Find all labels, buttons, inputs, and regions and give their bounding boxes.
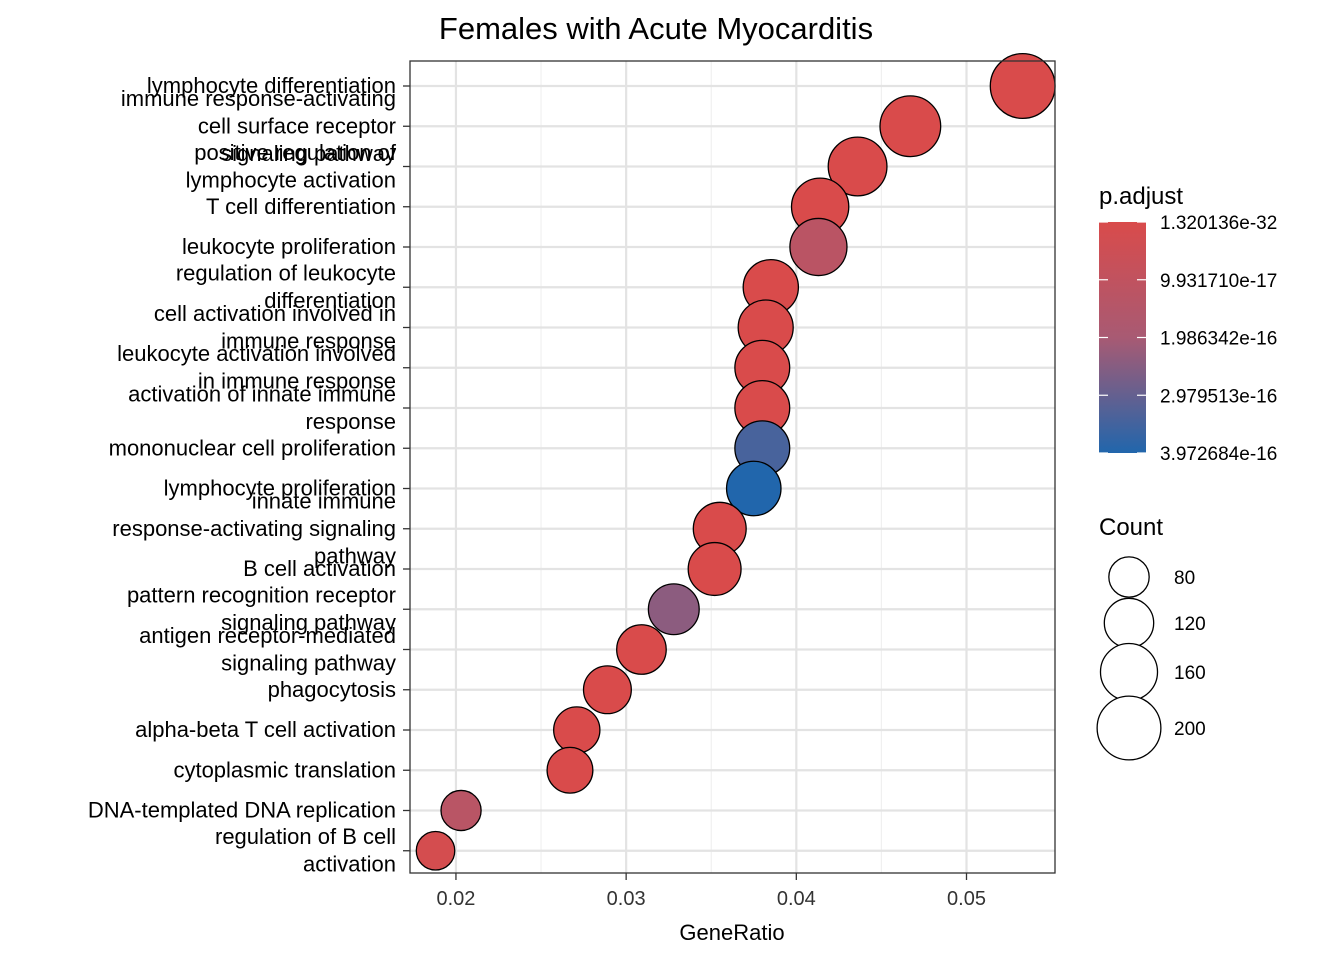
- y-tick-label: antigen receptor-mediated signaling pathw…: [139, 623, 396, 676]
- color-bar-label: 9.931710e-17: [1160, 271, 1277, 292]
- data-point: [553, 706, 601, 754]
- y-tick-label: pattern recognition receptor signaling pa…: [127, 583, 396, 636]
- color-bar-label: 2.979513e-16: [1160, 386, 1277, 407]
- color-bar-label: 1.320136e-32: [1160, 213, 1277, 234]
- data-point: [415, 830, 456, 871]
- x-tick-label: 0.04: [777, 888, 816, 910]
- size-legend-title: Count: [1099, 514, 1163, 541]
- y-tick-label: DNA-templated DNA replication: [88, 798, 396, 823]
- data-point: [879, 95, 942, 158]
- x-tick-label: 0.05: [947, 888, 986, 910]
- y-tick-label: B cell activation: [243, 556, 396, 581]
- y-tick-label: lymphocyte differentiation: [147, 73, 396, 98]
- chart-title: Females with Acute Myocarditis: [439, 11, 873, 46]
- size-legend-circle: [1099, 642, 1159, 702]
- data-point: [582, 665, 632, 715]
- y-tick-label: alpha-beta T cell activation: [135, 717, 396, 742]
- data-point: [546, 746, 594, 794]
- y-tick-label: innate immune response-activating signali…: [112, 488, 396, 568]
- size-legend-label: 160: [1174, 663, 1206, 684]
- size-legend: 80 120 160 200: [1096, 556, 1206, 761]
- size-legend-circle: [1103, 597, 1155, 649]
- size-legend-circle: [1108, 556, 1150, 598]
- data-point: [616, 624, 667, 675]
- y-tick-label: activation of innate immune response: [128, 381, 396, 434]
- y-tick-label: leukocyte proliferation: [182, 234, 396, 259]
- y-tick-label: cytoplasmic translation: [173, 757, 396, 782]
- data-point: [827, 136, 888, 197]
- y-tick-label: phagocytosis: [268, 677, 396, 702]
- y-tick-label: T cell differentiation: [206, 194, 396, 219]
- x-axis-title: GeneRatio: [679, 920, 784, 945]
- x-tick-label: 0.02: [436, 888, 475, 910]
- size-legend-label: 120: [1174, 614, 1206, 635]
- x-tick-label: 0.03: [607, 888, 646, 910]
- color-bar-label: 3.972684e-16: [1160, 444, 1277, 465]
- x-axis-ticks: 0.02 0.03 0.04 0.05: [436, 873, 986, 910]
- color-legend-title: p.adjust: [1099, 183, 1183, 210]
- data-point: [440, 789, 482, 832]
- data-point: [725, 460, 782, 517]
- plot-border: [409, 60, 1056, 874]
- y-tick-label: mononuclear cell proliferation: [109, 435, 396, 460]
- data-point: [989, 52, 1056, 120]
- y-tick-label: lymphocyte proliferation: [164, 476, 396, 501]
- y-tick-label: cell activation involved in immune respon…: [154, 301, 396, 354]
- data-point: [687, 541, 742, 597]
- y-tick-label: positive regulation of lymphocyte activat…: [186, 140, 397, 193]
- y-tick-label: regulation of leukocyte differentiation: [176, 261, 396, 314]
- y-tick-label: regulation of B cell activation: [215, 824, 396, 877]
- size-legend-label: 80: [1174, 568, 1195, 589]
- y-tick-label: leukocyte activation involved in immune r…: [117, 341, 396, 394]
- color-bar-ticks: 1.320136e-32 9.931710e-17 1.986342e-16 2.97…: [1099, 213, 1277, 465]
- size-legend-label: 200: [1174, 719, 1206, 740]
- plot-panel: [410, 61, 1055, 873]
- points-layer: [415, 52, 1056, 871]
- data-point: [789, 217, 848, 277]
- y-tick-label: immune response-activating cell surface r…: [121, 86, 396, 166]
- data-point: [647, 583, 700, 636]
- size-legend-circle: [1096, 695, 1162, 761]
- color-bar-label: 1.986342e-16: [1160, 329, 1277, 350]
